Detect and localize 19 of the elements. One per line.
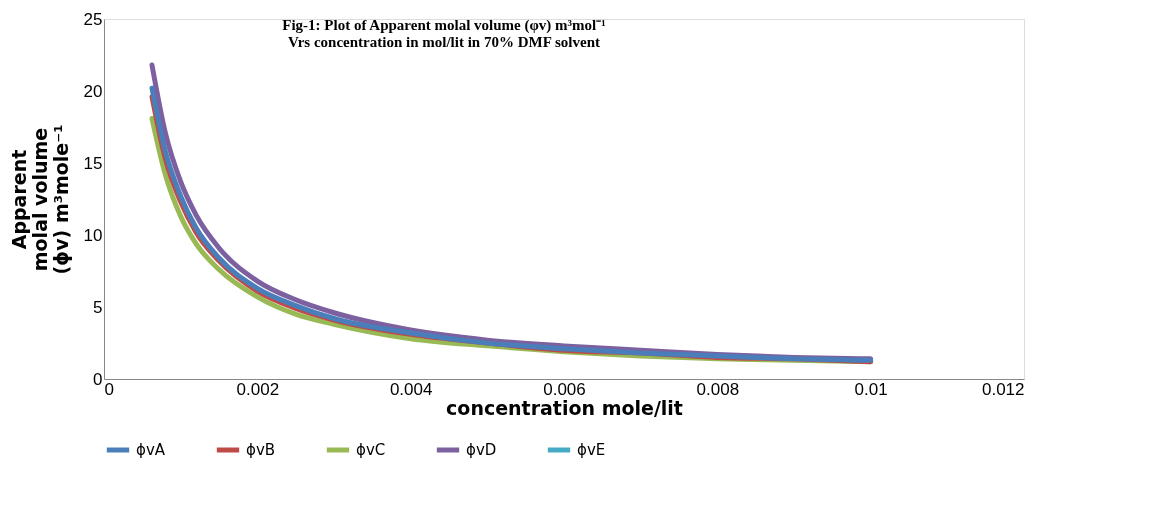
y-tick-label: 10 bbox=[83, 225, 103, 245]
x-tick-label: 0.004 bbox=[389, 379, 433, 399]
chart-title: Fig-1: Plot of Apparent molal volume (φv) m³mol⁻¹ Vrs concentration in mol/lit in 70% DMF solvent bbox=[282, 17, 606, 50]
y-tick-label: 5 bbox=[93, 297, 103, 317]
x-tick-label: 0.012 bbox=[981, 379, 1025, 399]
y-tick-label: 20 bbox=[83, 81, 103, 101]
y-tick-label: 25 bbox=[83, 9, 103, 29]
legend-label: ϕvD bbox=[466, 441, 497, 459]
legend-label: ϕvC bbox=[356, 441, 386, 459]
legend-label: ϕvB bbox=[246, 441, 276, 459]
x-tick-label: 0.006 bbox=[543, 379, 586, 399]
y-tick-label: 15 bbox=[83, 153, 103, 173]
legend-label: ϕvE bbox=[577, 441, 606, 459]
x-tick-label: 0.01 bbox=[854, 379, 888, 399]
legend-label: ϕvA bbox=[136, 441, 166, 459]
x-axis-title: concentration mole/lit bbox=[446, 396, 683, 419]
x-tick-label: 0.002 bbox=[236, 379, 280, 399]
x-tick-label: 0.008 bbox=[696, 379, 740, 399]
y-axis-title: Apparent molal volume (ϕv) m³mole⁻¹ bbox=[7, 124, 72, 275]
